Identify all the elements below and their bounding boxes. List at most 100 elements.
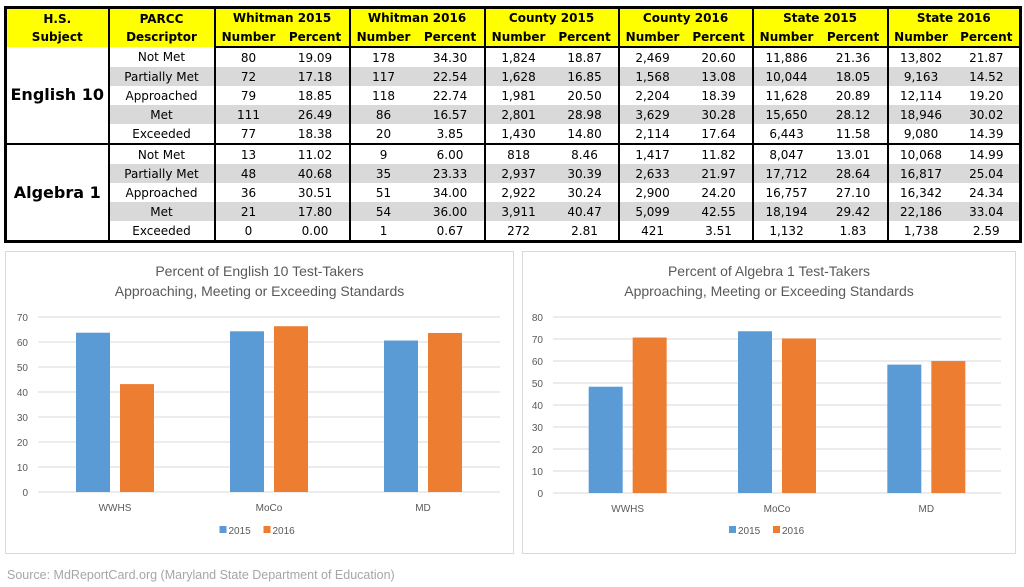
x-tick-label: WWHS [611,504,644,515]
header-group: County 2015 [483,7,619,27]
y-tick-label: 10 [532,467,544,478]
percent-cell: 2.81 [571,223,598,238]
percent-cell: 16.85 [551,67,619,86]
descriptor-cell: Approached [107,183,215,202]
y-tick-label: 10 [17,463,29,474]
english-chart-panel: Percent of English 10 Test-Takers Approac… [5,251,514,554]
number-cell: 1,430 [483,124,552,144]
number-cell: 111 [213,105,282,124]
percent-cell: 24.20 [701,185,736,200]
number-cell: 9,080 [886,124,954,144]
y-tick-label: 30 [17,413,29,424]
number-cell: 18,946 [886,105,954,124]
number-cell: 6,443 [751,124,820,144]
percent-cell: 0.67 [436,223,464,238]
header-number: Number [751,27,820,48]
number-cell: 20 [348,124,417,144]
percent-cell: 34.30 [432,50,468,65]
number-cell: 10,044 [751,67,820,86]
table-row: Approached 36 30.51 51 34.00 2,922 30.24 2,900 2… [6,183,1021,202]
percent-cell: 13.01 [819,143,888,164]
chart-title: Percent of Algebra 1 Test-Takers [668,263,870,279]
y-tick-label: 60 [532,357,544,368]
header-number: Number [886,27,954,48]
number-cell: 18,194 [751,202,820,221]
bar-wwhs-2016 [632,337,667,493]
percent-cell: 30.24 [567,185,602,200]
chart-title: Percent of English 10 Test-Takers [155,263,363,279]
percent-cell: 27.10 [835,185,871,200]
number-cell: 8,047 [751,143,820,164]
bar-moco-2015 [230,331,264,492]
percent-cell: 34.00 [432,185,468,200]
descriptor-cell: Met [107,105,215,124]
percent-cell: 26.49 [281,105,350,124]
number-cell: 2,469 [617,47,686,67]
number-cell: 2,801 [483,105,552,124]
number-cell: 11,886 [751,47,820,67]
header-group: State 2015 [751,7,888,27]
subject-label: Algebra 1 [5,143,109,242]
percent-cell: 18.39 [701,88,736,103]
percent-cell: 21.87 [969,50,1004,65]
y-tick-label: 50 [532,379,544,390]
percent-cell: 30.39 [551,164,619,183]
percent-cell: 25.04 [953,164,1021,183]
number-cell: 17,712 [751,164,820,183]
x-tick-label: WWHS [99,503,132,514]
percent-cell: 33.04 [953,202,1021,221]
percent-cell: 30.02 [953,105,1021,124]
percent-cell: 3.51 [705,223,732,238]
header-number: Number [348,27,417,48]
percent-cell: 20.50 [567,88,602,103]
number-cell: 818 [483,143,552,164]
percent-cell: 14.52 [953,67,1021,86]
percent-cell: 1.83 [839,223,867,238]
table-row: Exceeded 77 18.38 20 3.85 1,430 14.80 2,114 17.6… [6,124,1021,144]
bar-wwhs-2015 [588,386,623,493]
percent-cell: 19.20 [969,88,1004,103]
percent-cell: 14.99 [953,143,1021,164]
percent-cell: 11.02 [281,143,350,164]
percent-cell: 28.12 [819,105,888,124]
y-tick-label: 0 [537,489,543,500]
number-cell: 2,204 [617,86,686,105]
percent-cell: 40.47 [551,202,619,221]
number-cell: 21 [213,202,282,221]
legend-swatch [219,526,227,533]
table-row: English 10 Not Met 80 19.09 178 34.30 1,824 18.… [5,47,1021,144]
table-row: Met 21 17.80 54 36.00 3,911 40.47 5,099 42.55 18,… [6,202,1021,221]
bar-wwhs-2015 [76,332,110,492]
bar-moco-2016 [782,338,816,493]
x-tick-label: MD [919,504,935,515]
number-cell: 2,114 [617,124,686,144]
table-row: Partially Met 48 40.68 35 23.33 2,937 30.39 2,6… [6,164,1021,183]
number-cell: 1,628 [483,67,552,86]
number-cell: 5,099 [617,202,686,221]
percent-cell: 3.85 [436,126,464,141]
number-cell: 1,417 [617,143,686,164]
header-group: Whitman 2015 [213,7,350,27]
percent-cell: 13.08 [685,67,753,86]
header-percent: Percent [953,27,1021,48]
number-cell: 80 [213,47,282,67]
number-cell: 118 [348,86,417,105]
descriptor-cell: Exceeded [107,124,215,144]
header-group: State 2016 [886,7,1021,27]
number-cell: 54 [348,202,417,221]
percent-cell: 28.64 [819,164,888,183]
y-tick-label: 70 [17,313,29,324]
number-cell: 35 [348,164,417,183]
percent-cell: 18.87 [567,50,602,65]
percent-cell: 42.55 [685,202,753,221]
table-row: Approached 79 18.85 118 22.74 1,981 20.50 2,204… [6,86,1021,105]
number-cell: 13,802 [886,47,954,67]
percent-cell: 22.74 [432,88,468,103]
table-row: Algebra 1 Not Met 13 11.02 9 6.00 818 8.46 1,417… [5,143,1021,242]
number-cell: 22,186 [886,202,954,221]
header-group: County 2016 [617,7,753,27]
y-tick-label: 70 [532,335,544,346]
algebra-chart-panel: Percent of Algebra 1 Test-Takers Approach… [522,251,1016,554]
bar-md-2015 [384,340,418,492]
number-cell: 72 [213,67,282,86]
